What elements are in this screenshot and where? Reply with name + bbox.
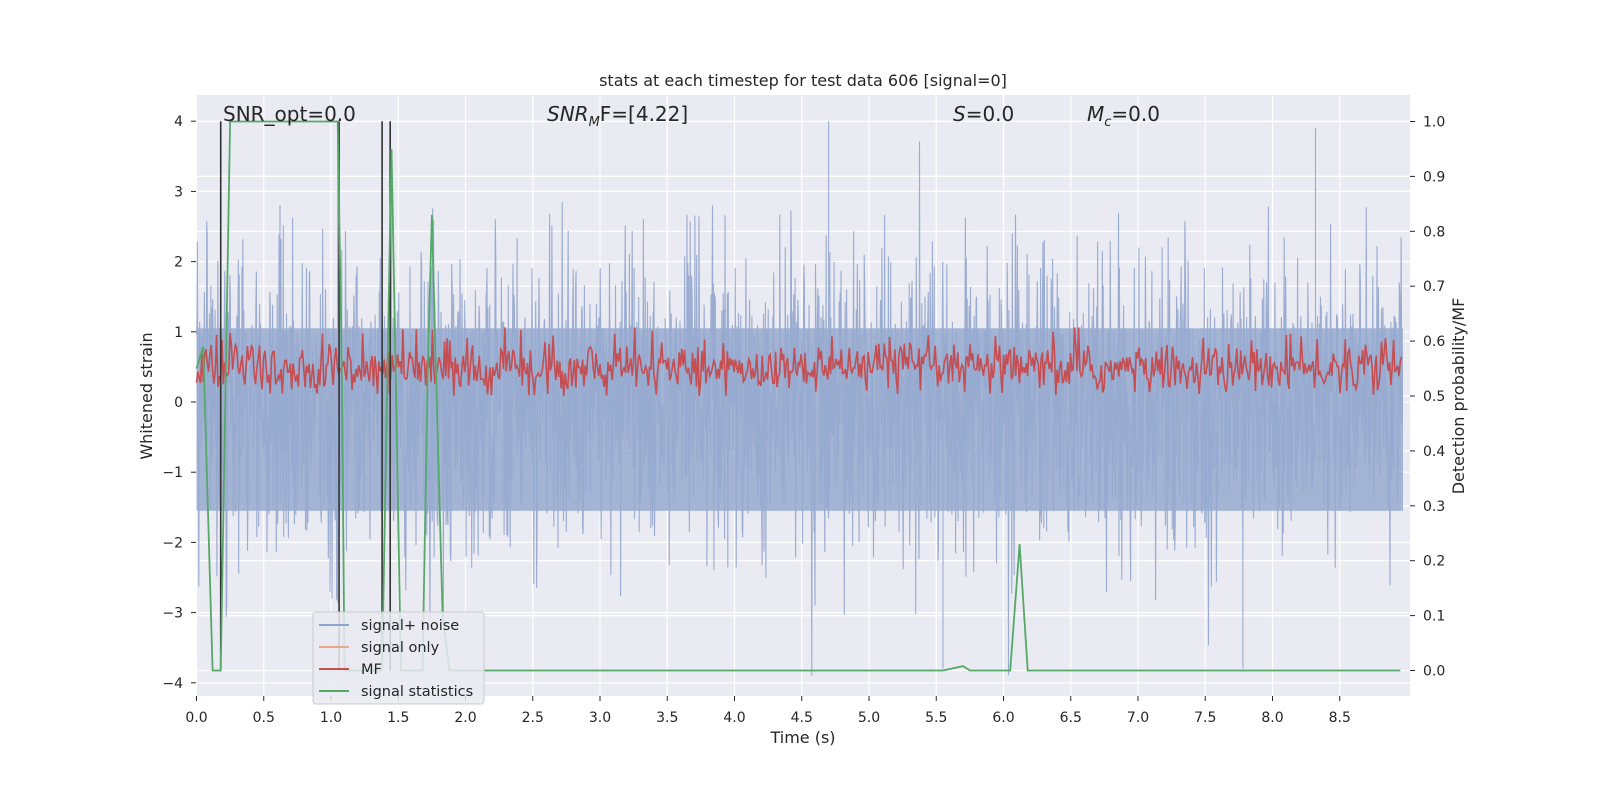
left-y-tick-label: 1 <box>174 325 183 341</box>
mc-sub: c <box>1104 115 1111 130</box>
signal-statistics-line <box>195 120 1401 672</box>
snr-opt-text: SNR_opt=0.0 <box>223 102 356 126</box>
x-axis-ticks: 0.0 0.5 1.0 1.5 2.0 2.5 3.0 3.5 4.0 4.5 5.0 5.5 6.0 6… <box>185 696 1351 726</box>
snr-mf-main: SNR <box>547 102 589 126</box>
x-tick-label: 5.5 <box>925 710 947 726</box>
signal-noise-core <box>196 328 1403 511</box>
x-tick-label: 0.0 <box>185 710 207 726</box>
s-main: S <box>953 102 966 126</box>
left-y-tick-label: −1 <box>162 465 183 481</box>
annotation-snr-mf: SNRMF=[4.22] <box>547 102 688 130</box>
right-y-tick-label: 0.2 <box>1423 554 1445 570</box>
left-y-tick-label: −3 <box>162 606 183 622</box>
signal-statistics-series <box>195 120 1401 672</box>
x-tick-label: 1.5 <box>387 710 409 726</box>
x-tick-label: 5.0 <box>858 710 880 726</box>
right-y-tick-label: 0.7 <box>1423 279 1445 295</box>
x-tick-label: 2.5 <box>522 710 544 726</box>
snr-mf-text: SNRMF=[4.22] <box>547 102 688 130</box>
mc-rest: =0.0 <box>1111 102 1160 126</box>
x-tick-label: 0.5 <box>253 710 275 726</box>
legend-label: MF <box>361 662 382 678</box>
right-y-axis-label: Detection probability/MF <box>1449 298 1468 495</box>
annotation-s: S=0.0 <box>953 102 1014 126</box>
x-tick-label: 8.0 <box>1261 710 1283 726</box>
x-tick-label: 4.5 <box>791 710 813 726</box>
x-tick-label: 1.0 <box>320 710 342 726</box>
legend-item-signal-noise: signal+ noise <box>319 618 459 634</box>
right-y-tick-label: 0.8 <box>1423 224 1445 240</box>
s-rest: =0.0 <box>966 102 1015 126</box>
right-y-tick-label: 0.3 <box>1423 499 1445 515</box>
x-tick-label: 3.0 <box>589 710 611 726</box>
left-y-tick-label: −4 <box>162 676 183 692</box>
annotation-snr-opt: SNR_opt=0.0 <box>223 102 356 126</box>
right-y-tick-label: 0.9 <box>1423 169 1445 185</box>
left-y-tick-label: 0 <box>174 395 183 411</box>
mc-text: Mc=0.0 <box>1087 102 1160 130</box>
right-y-tick-label: 0.0 <box>1423 664 1445 680</box>
right-y-axis-ticks: 0.0 0.1 0.2 0.3 0.4 0.5 0.6 0.7 0.8 0.9 1.0 <box>1410 115 1445 680</box>
x-tick-label: 6.5 <box>1060 710 1082 726</box>
mc-main: M <box>1087 102 1104 126</box>
x-tick-label: 3.5 <box>656 710 678 726</box>
snr-mf-sub: M <box>589 115 600 130</box>
right-y-tick-label: 0.1 <box>1423 609 1445 625</box>
x-tick-label: 4.0 <box>723 710 745 726</box>
right-y-tick-label: 0.6 <box>1423 334 1445 350</box>
right-y-tick-label: 1.0 <box>1423 115 1445 131</box>
annotation-mc: Mc=0.0 <box>1087 102 1160 130</box>
legend-item-signal-statistics: signal statistics <box>319 684 473 700</box>
legend-item-mf: MF <box>319 662 382 678</box>
legend-item-signal-only: signal only <box>319 640 440 656</box>
x-tick-label: 7.5 <box>1194 710 1216 726</box>
legend: signal+ noise signal only MF signal stat… <box>312 611 485 705</box>
left-y-tick-label: 4 <box>174 114 183 130</box>
left-y-axis-label: Whitened strain <box>137 332 156 459</box>
legend-label: signal statistics <box>361 684 473 700</box>
legend-box <box>312 611 485 705</box>
legend-label: signal only <box>361 640 440 656</box>
x-tick-label: 8.5 <box>1329 710 1351 726</box>
right-y-tick-label: 0.4 <box>1423 444 1445 460</box>
legend-label: signal+ noise <box>361 618 459 634</box>
chart-title: stats at each timestep for test data 606… <box>599 71 1007 90</box>
mf-line <box>195 327 1403 397</box>
left-y-tick-label: 2 <box>174 255 183 271</box>
snr-mf-rest: F=[4.22] <box>600 102 688 126</box>
x-tick-label: 2.0 <box>454 710 476 726</box>
x-axis-label: Time (s) <box>769 728 835 747</box>
left-y-tick-label: −2 <box>162 535 183 551</box>
x-tick-label: 6.0 <box>992 710 1014 726</box>
right-y-tick-label: 0.5 <box>1423 389 1445 405</box>
left-y-axis-ticks: −4 −3 −2 −1 0 1 2 3 4 <box>162 114 196 692</box>
s-text: S=0.0 <box>953 102 1014 126</box>
x-tick-label: 7.0 <box>1127 710 1149 726</box>
mf-series <box>195 327 1403 397</box>
left-y-tick-label: 3 <box>174 184 183 200</box>
